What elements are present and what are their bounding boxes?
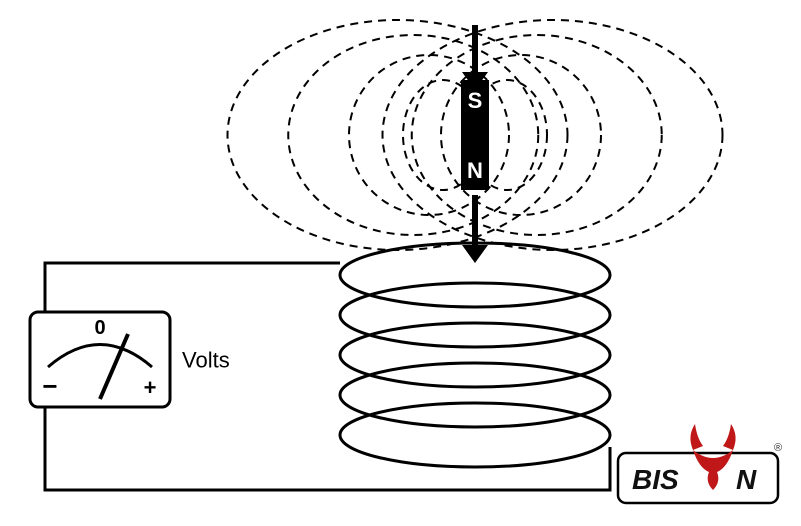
logo-text-left: BIS: [632, 464, 679, 495]
voltmeter: 0 − + Volts: [30, 312, 230, 407]
magnet-north-label: N: [467, 158, 483, 183]
magnet-south-label: S: [468, 88, 483, 113]
meter-zero-label: 0: [94, 317, 105, 339]
bison-logo: BIS N ®: [618, 424, 782, 503]
electromagnetic-induction-diagram: S N 0 − + Volts BIS N ®: [0, 0, 801, 526]
meter-plus-label: +: [144, 375, 157, 400]
registered-mark: ®: [774, 442, 782, 454]
meter-volts-label: Volts: [182, 348, 230, 373]
meter-minus-label: −: [42, 371, 57, 401]
logo-text-right: N: [736, 464, 757, 495]
wire-coil: [340, 243, 610, 467]
bar-magnet: S N: [461, 80, 489, 190]
